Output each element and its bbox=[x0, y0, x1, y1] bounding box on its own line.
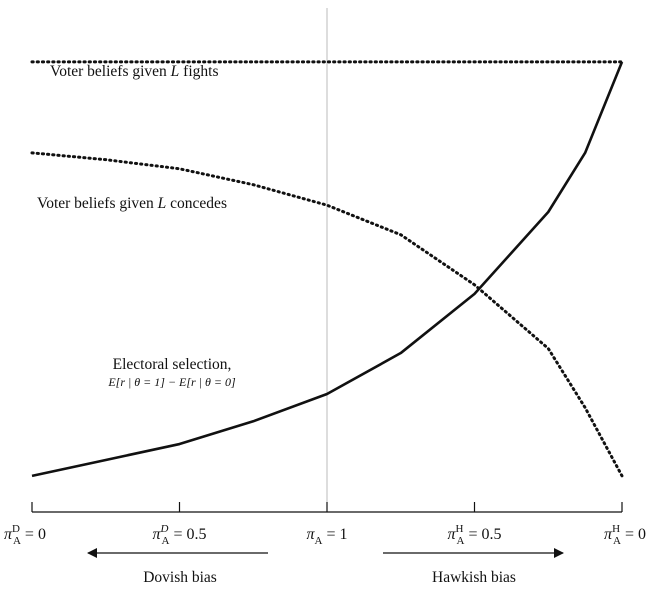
series-selection-line bbox=[31, 61, 624, 478]
tick-label: πD A = 0 bbox=[4, 523, 46, 547]
label-selection-title: Electoral selection, bbox=[113, 356, 232, 373]
tick-label: πH A = 0 bbox=[604, 523, 646, 547]
tick-labels: πD A = 0 πD A = 0.5 πA = 1 πH A = 0.5 πH A = 0 bbox=[4, 523, 646, 547]
hawkish-bias-label: Hawkish bias bbox=[432, 569, 516, 586]
tick-label: πA = 1 bbox=[307, 526, 348, 547]
tick-label: πH A = 0.5 bbox=[448, 523, 502, 547]
label-concedes: Voter beliefs given L concedes bbox=[37, 195, 227, 212]
dovish-bias-label: Dovish bias bbox=[143, 569, 217, 586]
label-selection-formula: E[r | θ = 1] − E[r | θ = 0] bbox=[107, 375, 236, 389]
tick-marks bbox=[31, 502, 623, 512]
label-fights: Voter beliefs given L fights bbox=[50, 63, 218, 80]
series-concedes-line bbox=[30, 151, 624, 478]
tick-label: πD A = 0.5 bbox=[153, 523, 207, 547]
